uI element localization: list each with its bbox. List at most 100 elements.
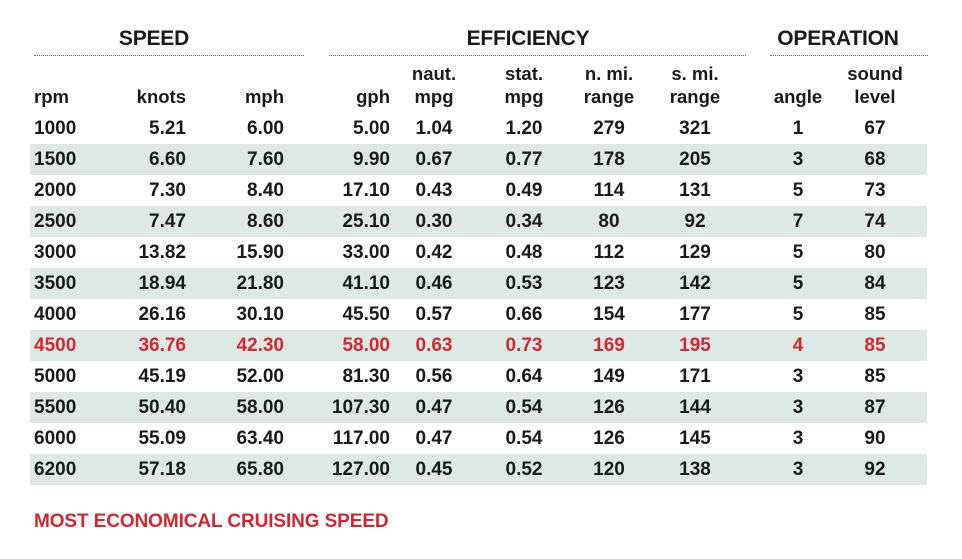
column-header-naut-mpg: naut. mpg [404,58,464,108]
cell-mph: 7.60 [247,149,284,170]
cell-n-mi-range: 169 [593,335,625,356]
cell-knots: 7.47 [149,211,186,232]
cell-s-mi-range: 195 [679,335,711,356]
cell-stat-mpg: 0.64 [505,366,543,387]
cell-n-mi-range: 178 [593,149,625,170]
column-header-line: mpg [414,86,454,107]
column-header-mph: mph [210,58,284,108]
cell-knots: 7.30 [149,180,186,201]
cell-angle: 3 [792,366,804,387]
cell-mph: 21.80 [236,273,284,294]
table-row: 3500 18.94 21.80 41.10 0.46 0.53 123 142 5 84 [30,268,927,299]
cell-gph: 127.00 [331,459,390,480]
column-header-line: n. mi. [584,63,634,84]
cell-stat-mpg: 0.53 [505,273,543,294]
cell-rpm: 1500 [34,149,77,170]
cell-knots: 6.60 [149,149,186,170]
cell-mph: 15.90 [236,242,284,263]
cell-angle: 3 [792,459,804,480]
table-row: 1500 6.60 7.60 9.90 0.67 0.77 178 205 3 68 [30,144,927,175]
cell-sound-level: 85 [864,366,886,387]
cell-sound-level: 84 [864,273,886,294]
cell-n-mi-range: 279 [593,118,625,139]
column-header-line: knots [136,86,186,107]
cell-n-mi-range: 112 [593,242,625,263]
column-header-line: range [583,86,635,107]
operation-group-title: OPERATION [777,27,899,50]
cell-stat-mpg: 0.34 [505,211,543,232]
cell-gph: 17.10 [342,180,390,201]
cell-knots: 13.82 [138,242,186,263]
cell-stat-mpg: 0.73 [505,335,543,356]
cell-s-mi-range: 129 [679,242,711,263]
cell-s-mi-range: 138 [679,459,711,480]
column-header-line: mph [244,86,284,107]
cell-angle: 1 [792,118,804,139]
cell-s-mi-range: 131 [679,180,711,201]
column-header-line: stat. [504,63,544,84]
cell-knots: 50.40 [138,397,186,418]
cell-stat-mpg: 0.66 [505,304,543,325]
column-header-gph: gph [310,58,390,108]
cell-naut-mpg: 0.47 [415,428,453,449]
cell-sound-level: 80 [864,242,886,263]
cell-rpm: 1000 [34,118,77,139]
cell-gph: 25.10 [342,211,390,232]
cell-s-mi-range: 205 [679,149,711,170]
cell-gph: 33.00 [342,242,390,263]
cell-mph: 8.40 [247,180,284,201]
cell-stat-mpg: 0.48 [505,242,543,263]
column-header-stat-mpg: stat. mpg [494,58,554,108]
column-header-s-mi-range: s. mi. range [660,58,730,108]
cell-stat-mpg: 0.54 [505,397,543,418]
cell-sound-level: 73 [864,180,886,201]
cell-naut-mpg: 0.67 [415,149,453,170]
table-row: 5000 45.19 52.00 81.30 0.56 0.64 149 171 3 85 [30,361,927,392]
column-header-n-mi-range: n. mi. range [574,58,644,108]
efficiency-group-rule [329,55,746,56]
column-header-line: rpm [34,86,69,107]
cell-rpm: 2500 [34,211,77,232]
speed-group-rule [34,55,304,56]
cell-mph: 58.00 [236,397,284,418]
cell-n-mi-range: 126 [593,428,625,449]
cell-angle: 4 [792,335,804,356]
cell-s-mi-range: 321 [679,118,711,139]
cell-gph: 5.00 [353,118,390,139]
cell-rpm: 3000 [34,242,77,263]
efficiency-group-title: EFFICIENCY [466,27,590,50]
cell-mph: 6.00 [247,118,284,139]
column-header-line: s. mi. [671,63,719,84]
performance-table: 1000 5.21 6.00 5.00 1.04 1.20 279 321 1 67 1500 6.6… [30,113,927,485]
cell-naut-mpg: 0.43 [415,180,453,201]
cell-gph: 81.30 [342,366,390,387]
cell-sound-level: 85 [864,335,886,356]
column-header-knots: knots [110,58,186,108]
cell-gph: 41.10 [342,273,390,294]
cell-sound-level: 92 [864,459,886,480]
column-header-line: sound [847,63,903,84]
cell-knots: 55.09 [138,428,186,449]
cell-gph: 117.00 [332,428,390,449]
table-row: 2000 7.30 8.40 17.10 0.43 0.49 114 131 5 73 [30,175,927,206]
cell-naut-mpg: 0.42 [415,242,453,263]
cell-stat-mpg: 0.49 [505,180,543,201]
cell-angle: 5 [792,304,804,325]
column-header-line: naut. [411,63,457,84]
table-row: 6000 55.09 63.40 117.00 0.47 0.54 126 145 3 90 [30,423,927,454]
table-row: 6200 57.18 65.80 127.00 0.45 0.52 120 138 3 92 [30,454,927,485]
cell-stat-mpg: 0.52 [505,459,543,480]
cell-s-mi-range: 144 [679,397,711,418]
cell-sound-level: 74 [864,211,886,232]
cell-naut-mpg: 0.47 [415,397,453,418]
cell-naut-mpg: 0.63 [415,335,453,356]
column-header-line: range [669,86,721,107]
cell-angle: 5 [792,180,804,201]
cell-sound-level: 68 [864,149,886,170]
cell-sound-level: 85 [864,304,886,325]
cell-n-mi-range: 154 [593,304,625,325]
cell-angle: 5 [792,273,804,294]
cell-mph: 52.00 [236,366,284,387]
cell-mph: 8.60 [247,211,284,232]
cell-sound-level: 87 [864,397,886,418]
